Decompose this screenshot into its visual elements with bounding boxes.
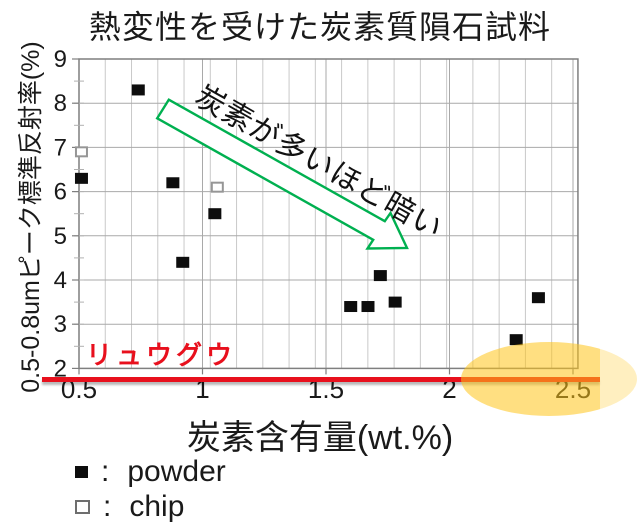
data-point-powder (531, 292, 545, 304)
legend-row-chip: : chip (75, 489, 226, 524)
y-tick-label: 7 (54, 134, 67, 161)
data-point-powder (166, 177, 180, 189)
y-tick-label: 6 (54, 179, 67, 206)
y-tick-label: 8 (54, 90, 67, 117)
data-point-powder (373, 270, 387, 282)
data-point-powder (208, 208, 222, 220)
data-point-powder (176, 256, 190, 268)
data-point-chip (74, 146, 88, 158)
legend: : powder : chip (75, 454, 226, 524)
data-point-powder (74, 172, 88, 184)
legend-row-powder: : powder (75, 454, 226, 489)
y-tick-label: 3 (54, 311, 67, 338)
highlight-fade-edge (600, 336, 640, 422)
data-point-powder (509, 334, 523, 346)
data-point-powder (344, 301, 358, 313)
legend-separator: : (103, 489, 112, 523)
legend-separator: : (101, 454, 110, 488)
ryugu-label: リュウグウ (86, 340, 237, 370)
data-point-chip (210, 181, 224, 193)
legend-label-powder: powder (127, 454, 226, 488)
y-tick-label: 2 (54, 355, 67, 382)
data-point-powder (388, 296, 402, 308)
x-axis-label: 炭素含有量(wt.%) (186, 419, 454, 457)
open-square-icon (75, 499, 90, 514)
y-tick-label: 4 (54, 267, 67, 294)
data-point-powder (361, 301, 375, 313)
filled-square-icon (75, 465, 88, 478)
legend-label-chip: chip (129, 489, 185, 523)
chart-title: 熱変性を受けた炭素質隕石試料 (88, 9, 551, 45)
ryugu-reference-line (42, 377, 600, 382)
data-point-powder (131, 84, 145, 96)
y-tick-label: 5 (54, 223, 67, 250)
y-tick-label: 9 (54, 46, 67, 73)
arrow-shape (155, 98, 409, 250)
